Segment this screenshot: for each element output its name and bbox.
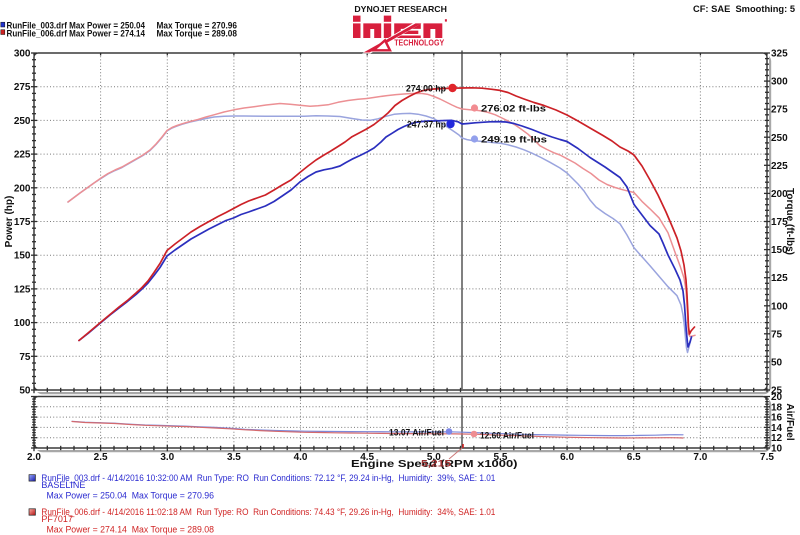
svg-text:200: 200 bbox=[14, 183, 31, 194]
svg-text:4.0: 4.0 bbox=[294, 452, 308, 463]
svg-text:RunFile_006.drf Max Power = 27: RunFile_006.drf Max Power = 274.14 bbox=[7, 29, 146, 39]
svg-text:125: 125 bbox=[771, 273, 788, 284]
svg-text:Torque (ft-lbs): Torque (ft-lbs) bbox=[784, 188, 795, 255]
svg-text:2.5: 2.5 bbox=[94, 452, 108, 463]
svg-text:25: 25 bbox=[771, 386, 783, 397]
svg-text:16: 16 bbox=[771, 413, 783, 424]
svg-text:TECHNOLOGY: TECHNOLOGY bbox=[394, 38, 445, 47]
svg-text:50: 50 bbox=[19, 386, 31, 397]
svg-text:275: 275 bbox=[14, 82, 31, 93]
svg-text:5,215: 5,215 bbox=[421, 459, 452, 470]
svg-text:PF7017: PF7017 bbox=[41, 514, 73, 524]
svg-text:Air/Fuel: Air/Fuel bbox=[784, 403, 795, 440]
svg-text:13.07 Air/Fuel: 13.07 Air/Fuel bbox=[389, 427, 444, 438]
svg-text:274.00 hp: 274.00 hp bbox=[406, 84, 446, 95]
svg-text:175: 175 bbox=[14, 217, 31, 228]
svg-text:DYNOJET RESEARCH: DYNOJET RESEARCH bbox=[354, 4, 447, 14]
svg-text:4.5: 4.5 bbox=[360, 452, 374, 463]
svg-text:300: 300 bbox=[771, 77, 788, 88]
svg-text:Max Power = 274.14 Max Torque: Max Power = 274.14 Max Torque = 289.08 bbox=[47, 525, 215, 535]
svg-text:75: 75 bbox=[771, 329, 783, 340]
svg-text:225: 225 bbox=[14, 150, 31, 161]
svg-text:249.19 ft-lbs: 249.19 ft-lbs bbox=[481, 135, 547, 146]
svg-text:14: 14 bbox=[771, 423, 783, 434]
svg-text:3.0: 3.0 bbox=[160, 452, 174, 463]
svg-text:250: 250 bbox=[771, 133, 788, 144]
svg-text:Max Torque = 289.08: Max Torque = 289.08 bbox=[157, 29, 238, 39]
svg-text:250: 250 bbox=[14, 116, 31, 127]
svg-text:18: 18 bbox=[771, 402, 783, 413]
svg-text:Power (hp): Power (hp) bbox=[4, 196, 15, 248]
svg-text:BASELINE: BASELINE bbox=[41, 480, 85, 490]
svg-text:75: 75 bbox=[19, 352, 31, 363]
svg-text:150: 150 bbox=[14, 251, 31, 262]
svg-text:247.37 hp: 247.37 hp bbox=[407, 120, 446, 131]
svg-text:175: 175 bbox=[771, 217, 788, 228]
svg-text:275: 275 bbox=[771, 105, 788, 116]
svg-text:10: 10 bbox=[771, 444, 783, 455]
svg-text:5.5: 5.5 bbox=[494, 452, 508, 463]
svg-text:20: 20 bbox=[771, 392, 783, 403]
svg-text:2.0: 2.0 bbox=[27, 452, 41, 463]
svg-text:Max Power = 250.04 Max Torque: Max Power = 250.04 Max Torque = 270.96 bbox=[47, 490, 215, 500]
svg-text:300: 300 bbox=[14, 49, 31, 60]
svg-text:Engine Speed (RPM x1000): Engine Speed (RPM x1000) bbox=[351, 458, 518, 470]
svg-text:RunFile_006.drf - 4/14/2016 11: RunFile_006.drf - 4/14/2016 11:02:18 AM … bbox=[41, 507, 495, 517]
svg-text:7.5: 7.5 bbox=[760, 452, 774, 463]
svg-text:6.0: 6.0 bbox=[560, 452, 574, 463]
svg-text:7.0: 7.0 bbox=[693, 452, 707, 463]
svg-text:100: 100 bbox=[771, 301, 788, 312]
svg-text:RunFile_003.drf - 4/14/2016 10: RunFile_003.drf - 4/14/2016 10:32:00 AM … bbox=[41, 473, 495, 483]
svg-text:150: 150 bbox=[771, 245, 788, 256]
svg-text:325: 325 bbox=[771, 49, 788, 60]
svg-text:276.02 ft-lbs: 276.02 ft-lbs bbox=[481, 104, 546, 115]
svg-text:RunFile_003.drf Max Power = 25: RunFile_003.drf Max Power = 250.04 bbox=[7, 20, 146, 30]
svg-text:3.5: 3.5 bbox=[227, 452, 241, 463]
svg-text:50: 50 bbox=[771, 357, 783, 368]
svg-text:225: 225 bbox=[771, 161, 788, 172]
svg-text:125: 125 bbox=[14, 284, 31, 295]
svg-text:Max Torque = 270.96: Max Torque = 270.96 bbox=[157, 20, 238, 30]
svg-text:5.0: 5.0 bbox=[427, 452, 441, 463]
svg-text:6.5: 6.5 bbox=[627, 452, 641, 463]
svg-text:100: 100 bbox=[14, 318, 31, 329]
svg-text:12: 12 bbox=[771, 433, 783, 444]
svg-text:12.60 Air/Fuel: 12.60 Air/Fuel bbox=[480, 430, 534, 441]
svg-text:200: 200 bbox=[771, 189, 788, 200]
svg-text:CF: SAE Smoothing: 5: CF: SAE Smoothing: 5 bbox=[693, 4, 796, 15]
